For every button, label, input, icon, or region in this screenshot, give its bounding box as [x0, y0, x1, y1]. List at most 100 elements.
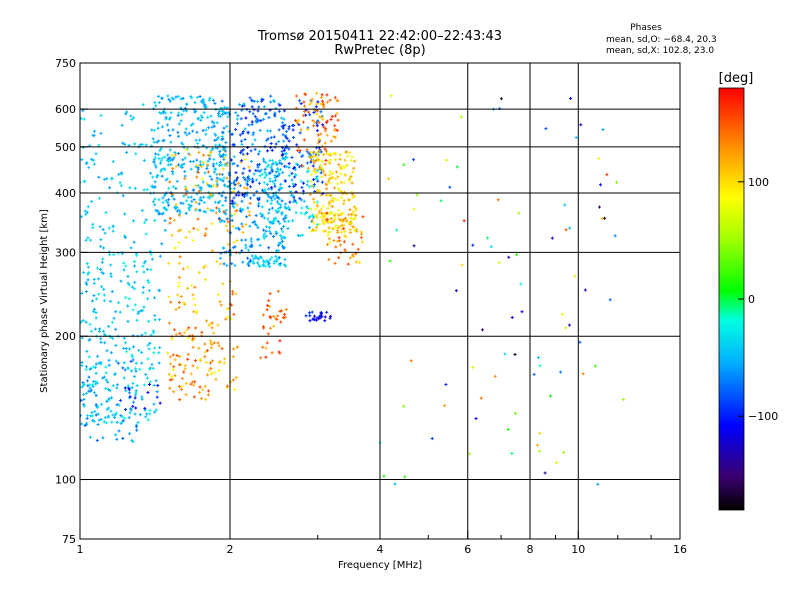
data-point — [264, 346, 268, 350]
data-point — [249, 237, 253, 241]
data-point — [338, 213, 342, 217]
data-point — [230, 218, 234, 222]
data-point — [170, 233, 174, 237]
data-point — [122, 346, 126, 350]
data-point — [279, 205, 283, 209]
data-point — [153, 318, 157, 322]
data-point — [251, 112, 255, 116]
data-point — [277, 197, 281, 201]
data-point — [316, 179, 320, 183]
data-point — [264, 355, 268, 359]
data-point — [99, 402, 103, 406]
data-point — [313, 120, 317, 124]
data-point — [327, 160, 331, 164]
data-point — [127, 388, 131, 392]
data-point — [323, 173, 327, 177]
data-point — [172, 197, 176, 201]
data-point — [218, 114, 222, 118]
data-point — [277, 350, 281, 354]
data-point — [220, 113, 224, 117]
data-point — [86, 379, 90, 383]
data-point — [246, 183, 250, 187]
data-point — [203, 384, 207, 388]
data-point — [342, 198, 346, 202]
data-point — [270, 148, 274, 152]
data-point — [216, 323, 220, 327]
data-point — [145, 376, 149, 380]
data-point — [180, 384, 184, 388]
data-point — [182, 109, 186, 113]
x-tick-label: 4 — [377, 543, 384, 556]
data-point — [234, 376, 238, 380]
data-point — [97, 175, 101, 179]
data-point — [221, 282, 225, 286]
data-point — [321, 218, 325, 222]
data-point — [297, 123, 301, 127]
data-point — [171, 128, 175, 132]
data-point — [312, 169, 316, 173]
data-point — [108, 299, 112, 303]
data-point — [203, 264, 207, 268]
data-point — [107, 324, 111, 328]
data-point — [275, 163, 279, 167]
data-point — [264, 229, 268, 233]
data-point — [224, 224, 228, 228]
data-point — [252, 261, 256, 265]
data-point — [238, 184, 242, 188]
data-point — [94, 311, 98, 315]
data-point — [341, 211, 345, 215]
data-point — [185, 109, 189, 113]
data-point — [97, 418, 101, 422]
data-point — [314, 171, 318, 175]
data-point — [334, 177, 338, 181]
data-point — [157, 139, 161, 143]
data-point — [342, 223, 346, 227]
data-point — [143, 406, 147, 410]
data-point — [209, 366, 213, 370]
data-point — [137, 348, 141, 352]
data-point — [342, 166, 346, 170]
data-point — [285, 156, 289, 160]
data-point — [332, 238, 336, 242]
data-point — [222, 153, 226, 157]
y-tick-label: 600 — [55, 103, 76, 116]
data-point — [262, 260, 266, 264]
data-point — [226, 115, 230, 119]
data-point — [268, 326, 272, 330]
data-point — [331, 171, 335, 175]
data-point — [315, 214, 319, 218]
data-point — [104, 387, 108, 391]
data-point — [302, 100, 306, 104]
data-point — [282, 316, 286, 320]
data-point — [80, 361, 84, 365]
data-point — [168, 134, 172, 138]
data-point — [217, 344, 221, 348]
data-point — [171, 353, 175, 357]
data-point — [123, 142, 127, 146]
data-point — [312, 185, 316, 189]
data-point — [247, 264, 251, 268]
data-point — [233, 183, 237, 187]
data-point — [173, 153, 177, 157]
data-point — [221, 167, 225, 171]
data-point — [275, 174, 279, 178]
data-point — [317, 121, 321, 125]
data-point — [336, 175, 340, 179]
data-point — [177, 300, 181, 304]
data-point — [147, 319, 151, 323]
data-point — [317, 115, 321, 119]
data-point — [169, 116, 173, 120]
data-point — [263, 176, 267, 180]
data-point — [153, 218, 157, 222]
data-point — [103, 416, 107, 420]
data-point — [262, 236, 266, 240]
data-point — [219, 155, 223, 159]
data-point — [222, 157, 226, 161]
data-point — [513, 411, 517, 415]
data-point — [291, 219, 295, 223]
data-point — [281, 126, 285, 130]
data-point — [202, 195, 206, 199]
data-point — [121, 141, 125, 145]
data-point — [359, 236, 363, 240]
data-point — [278, 186, 282, 190]
